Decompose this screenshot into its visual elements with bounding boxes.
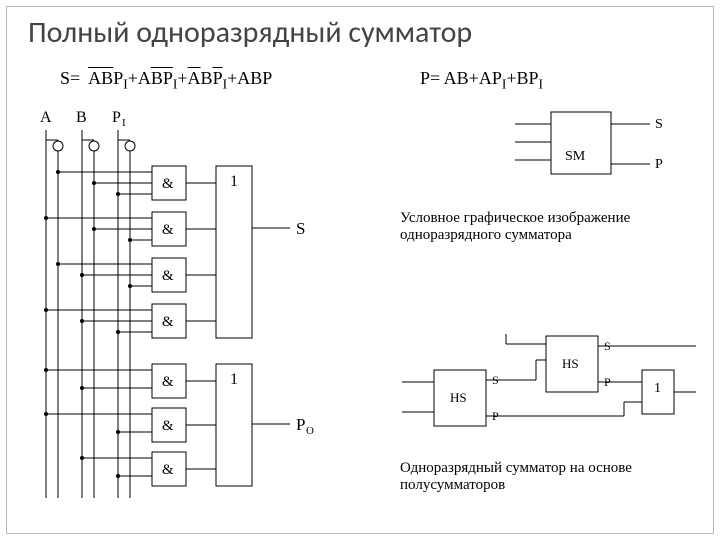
svg-text:В: В bbox=[76, 109, 87, 126]
svg-text:P: P bbox=[296, 415, 305, 434]
svg-text:&: & bbox=[162, 314, 174, 330]
svg-text:1: 1 bbox=[230, 173, 238, 190]
svg-text:P: P bbox=[112, 109, 121, 126]
svg-text:P: P bbox=[655, 157, 663, 172]
svg-text:SM: SM bbox=[565, 149, 586, 164]
svg-text:&: & bbox=[162, 418, 174, 434]
svg-text:HS: HS bbox=[450, 390, 467, 405]
left-circuit: A В P I & & & bbox=[40, 108, 340, 508]
svg-text:&: & bbox=[162, 462, 174, 478]
svg-text:1: 1 bbox=[654, 381, 661, 396]
hs-diagram: HS S P HS S P 1 bbox=[398, 330, 708, 450]
svg-text:A: A bbox=[40, 109, 52, 126]
caption-sm: Условное графическое изображение однораз… bbox=[400, 210, 700, 244]
svg-text:O: O bbox=[306, 425, 314, 437]
svg-text:1: 1 bbox=[230, 371, 238, 388]
svg-text:&: & bbox=[162, 176, 174, 192]
svg-text:I: I bbox=[122, 117, 126, 129]
equation-p: P= AB+API+BPI bbox=[420, 68, 543, 93]
svg-text:S: S bbox=[296, 219, 305, 238]
svg-text:&: & bbox=[162, 268, 174, 284]
svg-text:&: & bbox=[162, 222, 174, 238]
caption-hs: Одноразрядный сумматор на основе полусум… bbox=[400, 460, 700, 494]
sm-block: SM S P bbox=[505, 110, 675, 184]
equation-s: S= ABPI+ABPI+ABPI+ABP bbox=[60, 68, 272, 93]
svg-text:S: S bbox=[655, 117, 663, 132]
svg-text:HS: HS bbox=[562, 356, 579, 371]
svg-text:&: & bbox=[162, 374, 174, 390]
slide-title: Полный одноразрядный сумматор bbox=[28, 14, 472, 51]
